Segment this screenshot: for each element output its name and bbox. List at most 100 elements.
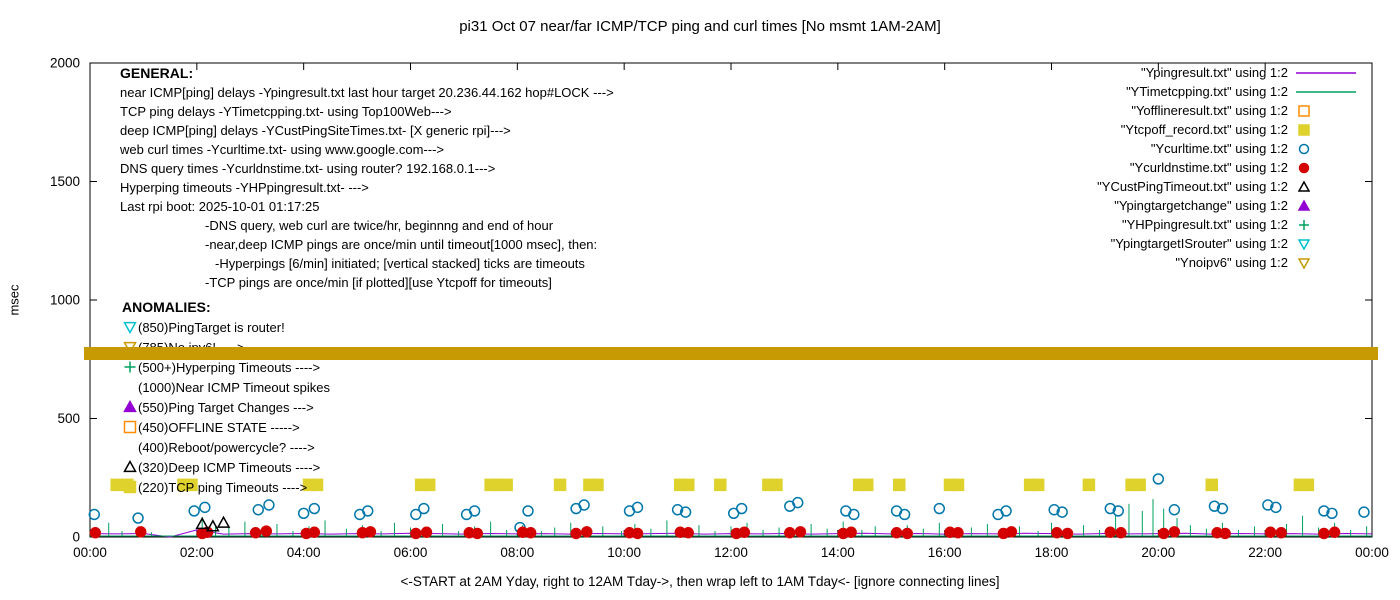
legend-label: "Ypingtargetchange" using 1:2 [1114, 198, 1288, 213]
legend-item-Ypingresult.txt: "Ypingresult.txt" using 1:2 [1097, 63, 1360, 82]
general-line: DNS query times -Ycurldnstime.txt- using… [120, 161, 496, 176]
Ycurltime.txt-point [252, 504, 264, 516]
general-line: near ICMP[ping] delays -Ypingresult.txt … [120, 85, 614, 100]
legend-label: "YpingtargetISrouter" using 1:2 [1110, 236, 1288, 251]
legend-marker [1298, 123, 1310, 136]
legend-marker [1297, 198, 1311, 211]
Ycurldnstime.txt-point [249, 527, 262, 539]
no-marker [122, 439, 138, 455]
legend-label: "Ypingresult.txt" using 1:2 [1140, 65, 1288, 80]
Ytcpoff_record.txt-point [1082, 478, 1096, 492]
legend-sample [1297, 198, 1311, 211]
anomaly-text: (1000)Near ICMP Timeout spikes [138, 379, 330, 395]
general-line: Last rpi boot: 2025-10-01 01:17:25 [120, 199, 320, 214]
legend-sample [1297, 238, 1311, 251]
legend-sample [1297, 257, 1311, 270]
legend-marker [1298, 143, 1310, 154]
Ycurldnstime.txt-point [364, 526, 377, 538]
triangle-up-icon [123, 399, 137, 413]
y-tick-label: 2000 [50, 56, 80, 71]
Ytcpoff_record.txt-point [1133, 478, 1146, 492]
no-marker [122, 379, 138, 395]
x-tick-label: 14:00 [821, 545, 855, 560]
legend-label: "Ynoipv6" using 1:2 [1175, 255, 1288, 270]
Ycurldnstime.txt-point [135, 526, 147, 538]
anomaly-item: (1000)Near ICMP Timeout spikes [122, 377, 330, 397]
Ycurltime.txt-point [578, 499, 590, 511]
Ycurldnstime.txt-point [890, 527, 903, 539]
Ytcpoff_record.txt-point [185, 478, 198, 492]
legend-item-Ynoipv6: "Ynoipv6" using 1:2 [1097, 253, 1360, 272]
legend-sample [1297, 179, 1311, 192]
Ycurltime.txt-point [1208, 500, 1221, 512]
legend-marker [1298, 162, 1310, 173]
Ycurldnstime.txt-point [845, 526, 857, 538]
legend-sample [1296, 90, 1356, 93]
Ycurldnstime.txt-point [581, 526, 593, 538]
anomalies-header: ANOMALIES: [122, 299, 211, 315]
legend-item-Ycurldnstime.txt: "Ycurldnstime.txt" using 1:2 [1097, 158, 1360, 177]
Ycurldnstime.txt-point [1157, 527, 1170, 540]
Ytcpoff_record.txt-point [893, 478, 906, 492]
Ycurltime.txt-point [132, 512, 144, 524]
anomaly-text: (220)TCP ping Timeouts ----> [138, 479, 308, 495]
x-tick-label: 10:00 [607, 545, 641, 560]
Ytcpoff_record.txt-point [1031, 478, 1045, 492]
anomaly-text: (320)Deep ICMP Timeouts ----> [138, 459, 321, 475]
legend-marker [1298, 104, 1310, 117]
Ytcpoff_record.txt-point [310, 478, 324, 492]
x-tick-label: 08:00 [500, 545, 534, 560]
Ycurldnstime.txt-point [952, 527, 964, 539]
Ycurldnstime.txt-point [901, 527, 913, 540]
chart-title: pi31 Oct 07 near/far ICMP/TCP ping and c… [459, 18, 941, 35]
Ycurltime.txt-point [297, 507, 310, 519]
Ycurltime.txt-point [418, 502, 430, 515]
Ytcpoff_record.txt-point [860, 478, 874, 492]
Ycurldnstime.txt-point [794, 526, 807, 538]
plus-icon [124, 361, 136, 373]
legend: "Ypingresult.txt" using 1:2 "YTimetcpping… [1097, 63, 1360, 272]
legend-label: "YCustPingTimeout.txt" using 1:2 [1097, 179, 1288, 194]
legend-item-YCustPingTimeout.txt: "YCustPingTimeout.txt" using 1:2 [1097, 177, 1360, 196]
Ycurldnstime.txt-point [1328, 526, 1341, 538]
Ytcpoff_record.txt-point [1205, 478, 1218, 492]
legend-item-Ycurltime.txt: "Ycurltime.txt" using 1:2 [1097, 139, 1360, 158]
legend-item-YpingtargetISrouter: "YpingtargetISrouter" using 1:2 [1097, 234, 1360, 253]
noipv6-band [84, 347, 1378, 361]
Ycurldnstime.txt-point [308, 526, 321, 538]
anomaly-item: (400)Reboot/powercycle? ----> [122, 437, 330, 457]
Ycurltime.txt-point [1326, 507, 1338, 519]
YCustPingTimeout.txt-point [206, 519, 220, 532]
anomaly-text: (400)Reboot/powercycle? ----> [138, 439, 315, 455]
x-tick-label: 18:00 [1035, 545, 1069, 560]
Ycurldnstime.txt-point [1115, 527, 1127, 539]
Ycurltime.txt-point [631, 501, 644, 514]
legend-sample [1296, 71, 1356, 74]
triangle-down-icon [123, 321, 137, 335]
anomaly-marker [123, 480, 137, 494]
legend-item-Ypingtargetchange: "Ypingtargetchange" using 1:2 [1097, 196, 1360, 215]
square-icon [123, 480, 137, 494]
legend-marker [1297, 179, 1311, 192]
anomaly-item: (220)TCP ping Timeouts ----> [122, 477, 330, 497]
general-header: GENERAL: [120, 65, 194, 81]
legend-label: "Ytcpoff_record.txt" using 1:2 [1120, 122, 1288, 137]
general-line: -Hyperpings [6/min] initiated; [vertical… [215, 256, 585, 271]
Ycurltime.txt-point [1104, 502, 1116, 515]
x-tick-label: 00:00 [1355, 545, 1389, 560]
anomaly-item: (550)Ping Target Changes ---> [122, 397, 330, 417]
x-tick-label: 04:00 [287, 545, 321, 560]
x-tick-label: 06:00 [394, 545, 428, 560]
anomaly-text: (450)OFFLINE STATE -----> [138, 419, 300, 435]
Ytcpoff_record.txt-point [951, 478, 965, 492]
Ycurltime.txt-point [848, 508, 860, 521]
Ycurltime.txt-point [671, 504, 684, 516]
Ycurltime.txt-point [933, 502, 946, 515]
Ycurldnstime.txt-point [784, 527, 796, 539]
Ycurltime.txt-point [1318, 505, 1330, 517]
legend-label: "YTimetcpping.txt" using 1:2 [1126, 84, 1288, 99]
legend-item-Ytcpoff_record.txt: "Ytcpoff_record.txt" using 1:2 [1097, 120, 1360, 139]
square-icon [123, 420, 137, 434]
Ycurldnstime.txt-point [1275, 527, 1287, 539]
